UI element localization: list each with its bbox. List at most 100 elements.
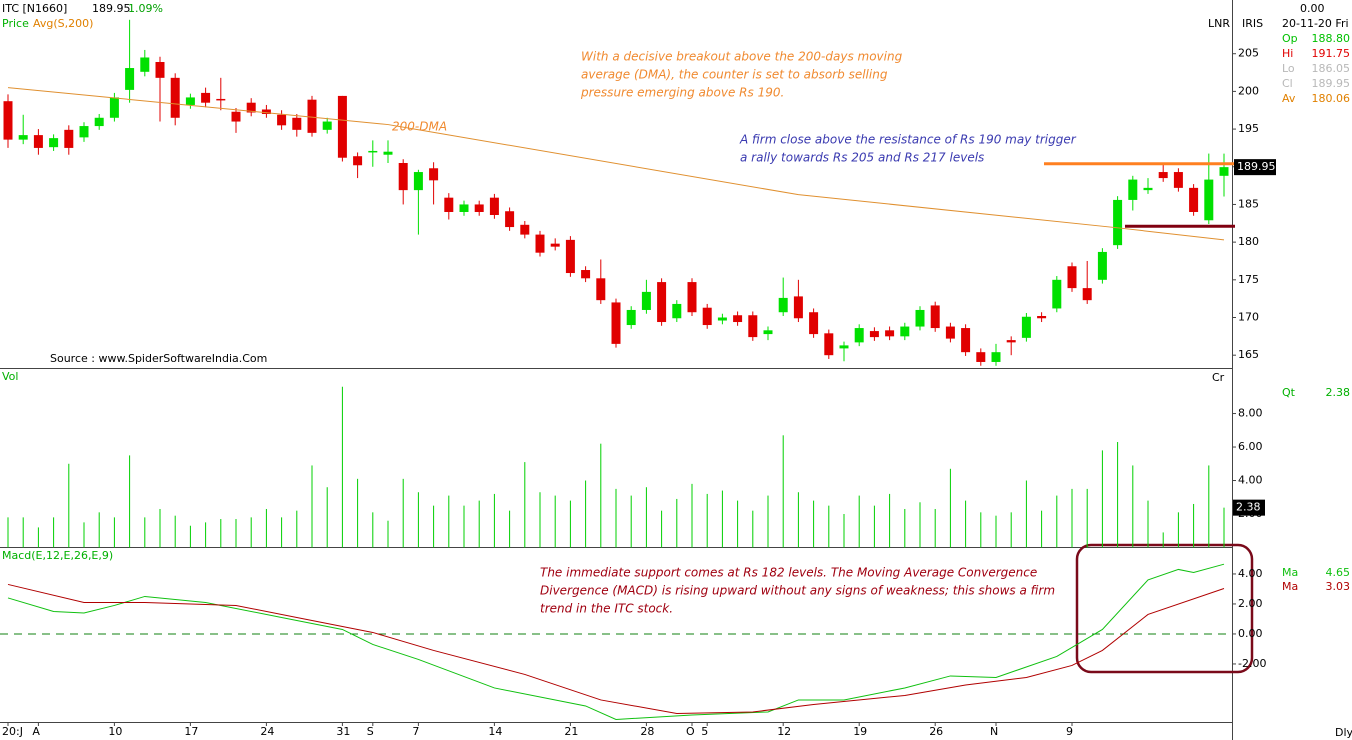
candle-body <box>641 291 651 310</box>
info-value: 191.75 <box>1312 47 1351 60</box>
candle-body <box>869 331 879 338</box>
x-tick-label: 7 <box>412 725 419 738</box>
volume-bar <box>129 455 131 548</box>
annotation: Divergence (MACD) is rising upward witho… <box>540 584 1055 598</box>
legend-entry: Ma <box>1282 566 1298 579</box>
candle-body <box>520 224 530 235</box>
volume-bar <box>1162 532 1164 548</box>
candle-body <box>322 121 332 130</box>
volume-bar <box>1117 442 1119 548</box>
volume-bar <box>995 515 997 548</box>
annotation: pressure emerging above Rs 190. <box>580 86 784 100</box>
volume-bar <box>387 520 389 548</box>
volume-bar <box>311 465 313 548</box>
legend-entry: Price <box>2 17 29 30</box>
volume-bar <box>433 505 435 548</box>
volume-bar <box>509 510 511 548</box>
volume-bar <box>1056 495 1058 548</box>
candle-body <box>945 326 955 339</box>
volume-bar <box>539 492 541 548</box>
candle-body <box>246 102 256 113</box>
info-value: 188.80 <box>1312 32 1351 45</box>
info-label: Cl <box>1282 77 1293 90</box>
line-series <box>7 87 1225 241</box>
candle-body <box>444 197 454 212</box>
volume-bar <box>1147 500 1149 548</box>
candle-body <box>140 57 150 72</box>
volume-bar <box>53 517 55 548</box>
candle-body <box>596 278 606 301</box>
volume-bar <box>797 492 799 548</box>
x-tick-label: A <box>32 725 40 738</box>
candle-body <box>277 114 287 126</box>
candle-body <box>930 305 940 329</box>
volume-bar <box>144 517 146 548</box>
info-top: 0.00 <box>1300 2 1325 15</box>
legend-value: 4.65 <box>1326 566 1351 579</box>
volume-bar <box>752 510 754 548</box>
volume-bar <box>448 495 450 548</box>
candle-body <box>839 345 849 349</box>
y-tick-label: 195 <box>1238 122 1259 135</box>
candle-body <box>915 309 925 327</box>
info-value: 186.05 <box>1312 62 1351 75</box>
volume-bar <box>615 488 617 548</box>
y-tick-label: -2.00 <box>1238 657 1266 670</box>
volume-tag-box <box>1233 499 1265 516</box>
candle-body <box>49 138 59 148</box>
line-series <box>7 583 1225 714</box>
y-tick-label: 175 <box>1238 273 1259 286</box>
candle-body <box>125 68 135 90</box>
candle-body <box>854 328 864 343</box>
volume-bar <box>661 510 663 548</box>
candle-body <box>626 309 636 326</box>
qt-label: Qt <box>1282 386 1296 399</box>
candle-body <box>1189 187 1199 212</box>
volume-bar <box>782 435 784 548</box>
volume-bar <box>1010 512 1012 548</box>
volume-bar <box>630 495 632 548</box>
volume-bar <box>691 483 693 548</box>
x-tick-label: 12 <box>777 725 791 738</box>
candle-body <box>1219 167 1229 176</box>
x-tick-label: O <box>686 725 695 738</box>
candle-body <box>702 307 712 326</box>
info-value: 189.95 <box>1312 77 1351 90</box>
volume-bar <box>919 502 921 548</box>
candle-body <box>292 117 302 130</box>
candle-body <box>991 352 1001 362</box>
volume-bar <box>265 508 267 548</box>
panel-title: Macd(E,12,E,26,E,9) <box>2 549 113 562</box>
volume-bar <box>220 519 222 548</box>
candle-body <box>1204 179 1214 221</box>
volume-bar <box>1041 510 1043 548</box>
y-tick-label: 8.00 <box>1238 407 1263 420</box>
volume-bar <box>493 493 495 548</box>
price-tag: 189.95 <box>1237 160 1276 173</box>
candle-body <box>961 328 971 353</box>
candle-body <box>1128 179 1138 200</box>
candle-body <box>383 151 393 155</box>
candle-body <box>3 101 13 140</box>
volume-bar <box>357 478 359 548</box>
candle-body <box>687 282 697 313</box>
volume-bar <box>1025 480 1027 548</box>
candle-body <box>1052 279 1062 309</box>
x-tick-label: 28 <box>640 725 654 738</box>
y-tick-label: 0.00 <box>1238 627 1263 640</box>
x-tick-label: 17 <box>184 725 198 738</box>
candle-body <box>565 239 575 274</box>
y-tick-label: 4.00 <box>1238 474 1263 487</box>
volume-bar <box>250 517 252 548</box>
candle-body <box>748 315 758 338</box>
info-label: Hi <box>1282 47 1293 60</box>
annotation: With a decisive breakout above the 200-d… <box>581 50 903 64</box>
volume-bar <box>828 505 830 548</box>
y-tick-label: 185 <box>1238 197 1259 210</box>
y-tick-label: 165 <box>1238 348 1259 361</box>
volume-bar <box>341 386 343 548</box>
qt-value: 2.38 <box>1326 386 1351 399</box>
legend-entry: Avg(S,200) <box>33 17 93 30</box>
volume-bar <box>205 522 207 548</box>
volume-bar <box>904 508 906 548</box>
